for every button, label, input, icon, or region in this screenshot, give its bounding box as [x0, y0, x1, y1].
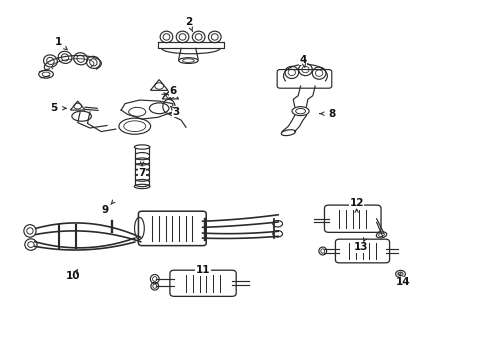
Text: 4: 4	[299, 55, 306, 65]
Text: 3: 3	[172, 107, 180, 117]
Text: 6: 6	[169, 86, 176, 96]
Text: 2: 2	[184, 17, 192, 27]
Text: 11: 11	[195, 265, 210, 275]
Text: 1: 1	[55, 37, 61, 47]
Text: 9: 9	[102, 206, 109, 216]
Text: 14: 14	[395, 277, 409, 287]
Text: 13: 13	[353, 242, 368, 252]
Text: 5: 5	[50, 103, 57, 113]
Text: 12: 12	[349, 198, 363, 208]
Text: 10: 10	[65, 271, 80, 281]
Text: 7: 7	[138, 168, 145, 178]
Text: 8: 8	[328, 109, 335, 119]
